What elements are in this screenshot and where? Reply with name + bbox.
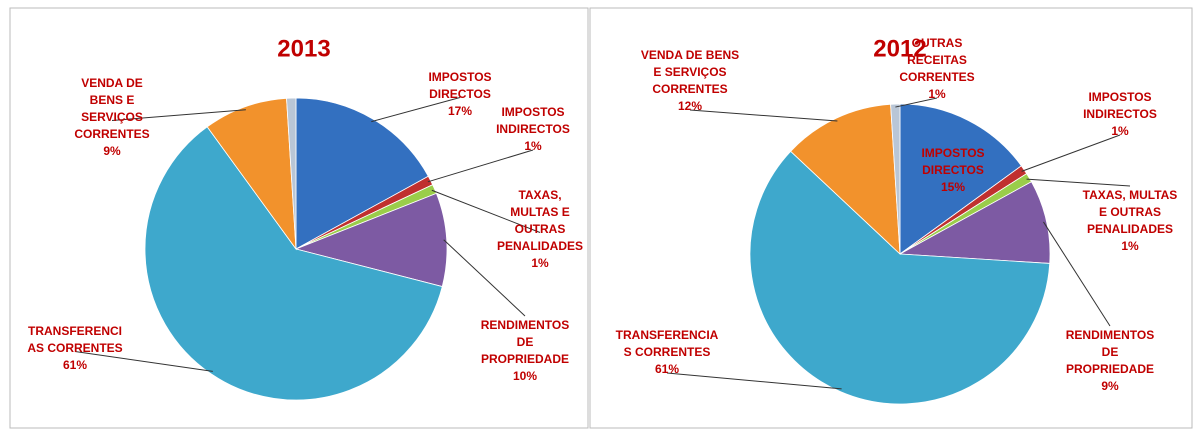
leader-line: [666, 372, 842, 390]
slice-value-label: 1%: [524, 139, 542, 153]
slice-label: TAXAS, MULTAS E OUTRAS PENALIDADES: [1083, 188, 1178, 236]
slice-value-label: 1%: [1111, 124, 1129, 138]
slice-value-label: 1%: [531, 256, 549, 270]
chart-title: 2012: [873, 35, 926, 62]
pie-slice: [294, 192, 448, 288]
slice-value-label: 9%: [103, 144, 121, 158]
leader-line: [1026, 178, 1131, 187]
leader-line: [689, 109, 838, 122]
slice-label: IMPOSTOS INDIRECTOS: [1083, 90, 1157, 121]
slice-label: RENDIMENTOS DE PROPRIEDADE: [481, 318, 569, 366]
slice-label: VENDA DE BENS E SERVIÇOS CORRENTES: [641, 48, 739, 96]
slice-value-label: 1%: [928, 87, 946, 101]
slice-label: IMPOSTOS DIRECTOS: [428, 70, 491, 101]
slice-value-label: 61%: [63, 358, 87, 372]
slice-value-label: 15%: [941, 180, 965, 194]
chart-title: 2013: [277, 35, 330, 62]
pie-slice: [790, 103, 901, 255]
pie-slice: [144, 126, 443, 401]
slice-label: OUTRAS RECEITAS CORRENTES: [899, 36, 974, 84]
slice-value-label: 12%: [678, 99, 702, 113]
leader-line: [1043, 221, 1111, 327]
slice-value-label: 61%: [655, 362, 679, 376]
pie-slice: [749, 150, 1051, 405]
slice-value-label: 17%: [448, 104, 472, 118]
slice-value-label: 10%: [513, 369, 537, 383]
pie-slice: [898, 181, 1051, 264]
slice-label: IMPOSTOS DIRECTOS: [921, 146, 984, 177]
pie-slice: [286, 97, 297, 250]
leader-line: [1021, 134, 1121, 172]
pie-slice: [295, 97, 429, 250]
pie-slice: [206, 97, 297, 251]
leader-line: [427, 149, 534, 183]
panel-frame: [9, 7, 589, 429]
leader-line: [443, 239, 526, 317]
slice-value-label: 1%: [1121, 239, 1139, 253]
leader-line: [74, 351, 213, 372]
slice-label: VENDA DE BENS E SERVIÇOS CORRENTES: [74, 76, 149, 141]
slice-label: RENDIMENTOS DE PROPRIEDADE: [1066, 328, 1154, 376]
leader-line: [111, 109, 246, 121]
slice-value-label: 9%: [1101, 379, 1119, 393]
panel-frame: [589, 7, 1193, 429]
slice-label: TAXAS, MULTAS E OUTRAS PENALIDADES: [497, 188, 583, 253]
slice-label: IMPOSTOS INDIRECTOS: [496, 105, 570, 136]
leader-line: [371, 97, 461, 123]
leader-line: [431, 189, 541, 233]
leader-line: [895, 97, 938, 108]
pie-slice: [890, 103, 901, 255]
